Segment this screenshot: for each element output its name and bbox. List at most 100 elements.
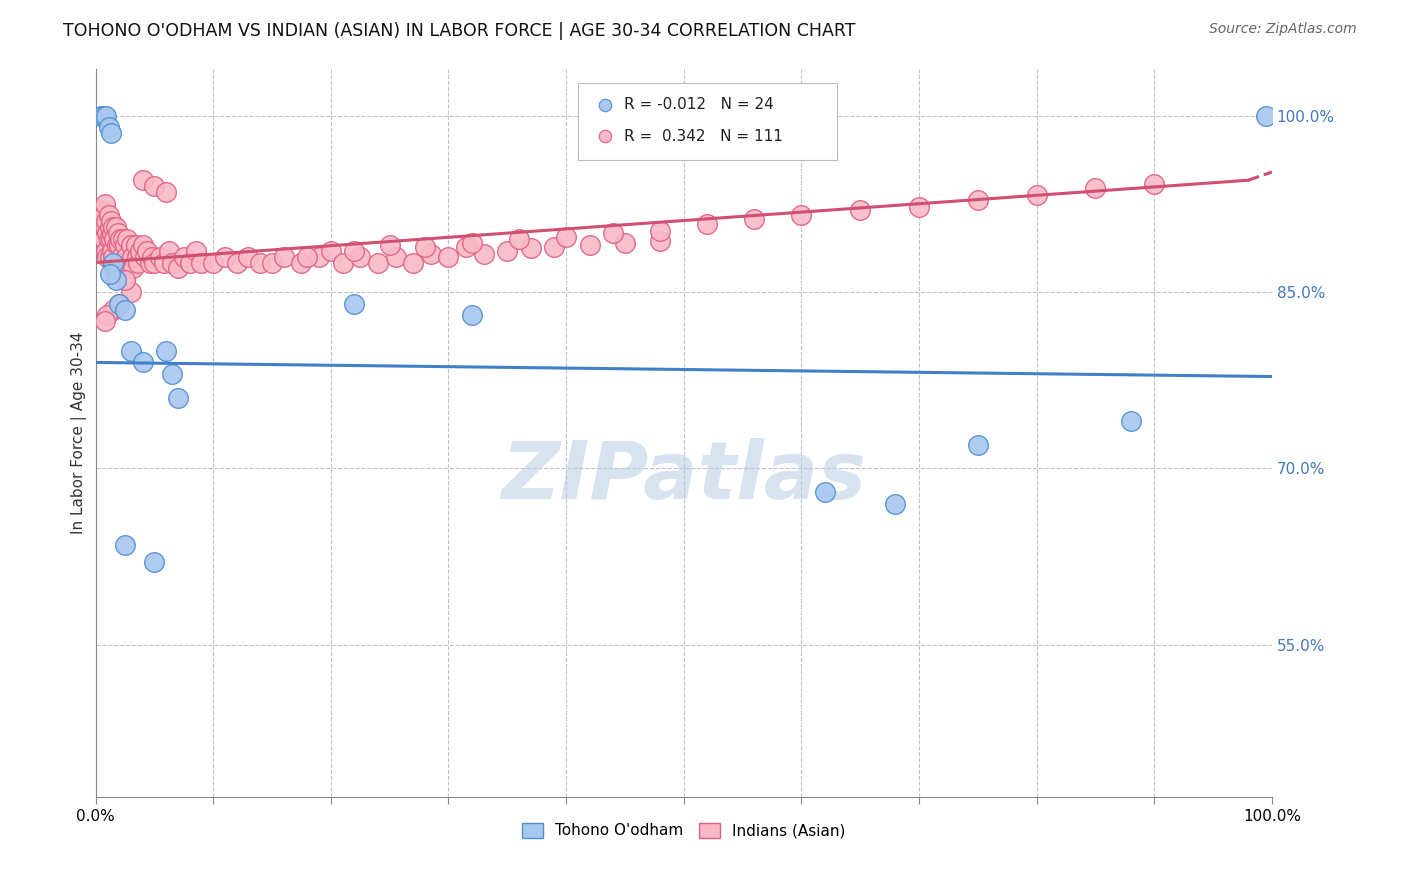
Point [202, 255, 225, 269]
Point [496, 244, 519, 258]
Point [149, 250, 172, 264]
Point [157, 244, 180, 258]
Point [908, 200, 931, 214]
Point [131, 173, 153, 187]
Point [108, 296, 131, 310]
Point [143, 255, 166, 269]
Point [94, 220, 117, 235]
Point [650, 235, 672, 249]
Point [378, 238, 401, 252]
Point [1254, 109, 1277, 123]
Point [103, 255, 125, 269]
Point [103, 261, 125, 276]
Point [120, 343, 142, 358]
Point [98, 267, 121, 281]
Point [114, 238, 136, 252]
Point [555, 229, 578, 244]
Point [472, 247, 495, 261]
Point [134, 250, 156, 264]
Point [249, 255, 271, 269]
Point [593, 218, 616, 232]
Point [104, 273, 127, 287]
Point [93, 232, 115, 246]
Point [121, 250, 143, 264]
Point [461, 235, 484, 250]
Point [402, 255, 425, 269]
Point [131, 238, 153, 252]
Point [107, 226, 129, 240]
Point [111, 232, 134, 246]
Point [650, 224, 672, 238]
Point [814, 484, 837, 499]
Point [90, 202, 112, 217]
Point [167, 261, 190, 276]
Point [108, 238, 131, 252]
Point [696, 217, 718, 231]
Point [456, 240, 478, 254]
Point [308, 250, 330, 264]
Point [260, 255, 283, 269]
Point [93, 109, 115, 123]
Point [98, 250, 121, 264]
Point [110, 250, 132, 264]
Point [112, 255, 135, 269]
Legend: Tohono O'odham, Indians (Asian): Tohono O'odham, Indians (Asian) [516, 817, 852, 845]
Text: R =  0.342   N = 111: R = 0.342 N = 111 [624, 128, 783, 144]
Point [790, 209, 813, 223]
Point [97, 232, 120, 246]
Point [155, 185, 177, 199]
Point [742, 212, 765, 227]
Point [110, 232, 132, 246]
Point [849, 202, 872, 217]
Point [143, 179, 166, 194]
Point [1084, 181, 1107, 195]
Point [167, 391, 190, 405]
Point [184, 244, 207, 258]
Point [114, 538, 136, 552]
Point [413, 240, 436, 254]
Point [103, 220, 125, 235]
Point [143, 555, 166, 569]
Point [966, 193, 988, 207]
Point [101, 244, 124, 258]
Point [966, 438, 988, 452]
Point [103, 250, 125, 264]
FancyBboxPatch shape [578, 83, 837, 160]
Point [127, 255, 149, 269]
Point [104, 220, 127, 235]
Point [114, 273, 136, 287]
Point [155, 343, 177, 358]
Point [437, 250, 460, 264]
Point [97, 209, 120, 223]
Point [120, 238, 142, 252]
Point [117, 255, 139, 269]
Point [214, 250, 236, 264]
Point [93, 209, 115, 223]
Point [367, 255, 389, 269]
Point [190, 255, 212, 269]
Point [332, 255, 354, 269]
Point [138, 255, 160, 269]
Point [101, 226, 124, 240]
Point [384, 250, 406, 264]
Point [297, 250, 319, 264]
Point [125, 250, 148, 264]
Point [96, 109, 118, 123]
Point [343, 244, 366, 258]
Point [141, 250, 163, 264]
Point [593, 167, 616, 181]
Point [96, 226, 118, 240]
Y-axis label: In Labor Force | Age 30-34: In Labor Force | Age 30-34 [72, 332, 87, 534]
Point [578, 238, 600, 252]
Point [90, 109, 112, 123]
Point [114, 302, 136, 317]
Point [343, 296, 366, 310]
Point [160, 368, 183, 382]
Point [349, 250, 371, 264]
Point [97, 120, 120, 135]
Point [94, 314, 117, 328]
Point [122, 261, 145, 276]
Point [96, 309, 118, 323]
Point [117, 232, 139, 246]
Point [103, 302, 125, 317]
